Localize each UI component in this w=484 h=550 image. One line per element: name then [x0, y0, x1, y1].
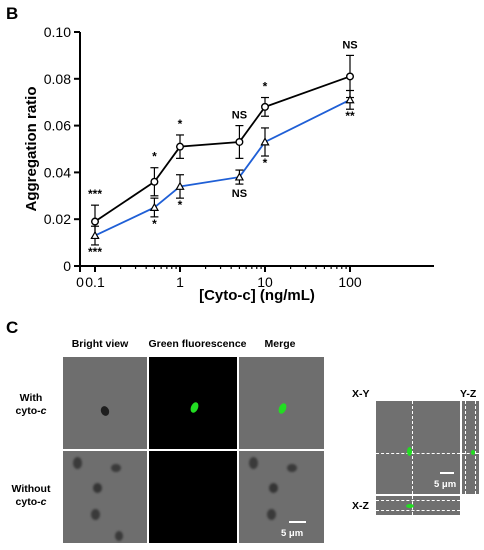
cell-particle: [93, 483, 102, 493]
micrograph-with-bright: [63, 357, 147, 449]
significance-label: *: [263, 156, 268, 170]
yz-label: Y-Z: [460, 388, 477, 400]
scale-bar-label: 5 μm: [434, 479, 457, 490]
xy-view: 5 μm: [376, 401, 460, 494]
y-tick-label: 0.08: [44, 71, 71, 87]
fluorescent-cell: [406, 504, 414, 508]
micrograph-without-fluorescence: [149, 451, 237, 543]
data-point: [260, 137, 270, 146]
x-axis-label: [Cyto-c] (ng/mL): [199, 287, 315, 304]
y-tick-label: 0.02: [44, 211, 71, 227]
col-header-merge: Merge: [264, 338, 296, 350]
significance-label: ***: [88, 245, 102, 259]
col-header-bright-view: Bright view: [71, 338, 129, 350]
fluorescent-cell: [277, 402, 288, 415]
row-header-without-line2: cyto-c: [0, 496, 62, 509]
micrograph-without-bright: [63, 451, 147, 543]
aggregation-chart: 00.020.040.060.080.100 0.1 1 10 100[Cyto-c] …: [23, 24, 434, 304]
crosshair-horizontal: [376, 510, 460, 511]
scale-bar: [289, 521, 306, 523]
xz-label: X-Z: [352, 500, 369, 512]
row-header-without-line1: Without: [11, 483, 51, 495]
data-point: [149, 202, 160, 211]
significance-label: NS: [342, 39, 357, 51]
row-header-without-prefix: cyto-: [15, 496, 41, 508]
y-tick-label: 0.10: [44, 24, 71, 40]
data-point: [346, 72, 355, 81]
data-point: [261, 102, 270, 111]
micrograph-without-merge: 5 μm: [239, 451, 324, 543]
x-tick-label: 1: [176, 274, 184, 290]
data-point: [90, 230, 100, 240]
data-point: [175, 181, 185, 190]
series-line-1: [94, 75, 351, 223]
crosshair-horizontal: [376, 453, 460, 454]
xy-label: X-Y: [352, 388, 370, 400]
y-tick-label: 0.04: [44, 164, 71, 180]
x-tick-label: 100: [338, 274, 362, 290]
panel-b-label: B: [6, 4, 19, 23]
col-header-green-fluorescence: Green fluorescence: [148, 338, 247, 350]
crosshair-vertical: [465, 401, 466, 494]
significance-label: *: [152, 150, 157, 164]
significance-label: NS: [232, 110, 247, 122]
significance-label: NS: [232, 188, 247, 200]
crosshair-vertical: [412, 401, 413, 494]
cell-particle: [267, 509, 276, 520]
row-header-with-line1: With: [19, 392, 43, 404]
scale-bar-label: 5 μm: [281, 528, 304, 539]
significance-label: *: [178, 117, 183, 131]
data-point: [150, 177, 159, 186]
crosshair-horizontal: [462, 453, 479, 454]
cell-particle: [111, 464, 121, 472]
significance-label: ***: [88, 187, 102, 201]
cell-particle: [115, 531, 123, 541]
fluorescent-cell: [189, 401, 200, 414]
row-header-with-cyto-c: With cyto-c: [0, 392, 62, 418]
cell-particle: [287, 464, 297, 472]
cell-particle: [91, 509, 100, 520]
cell-particle: [269, 483, 278, 493]
cell-particle: [73, 457, 82, 469]
row-header-with-line2: cyto-c: [0, 405, 62, 418]
data-point: [90, 217, 99, 226]
x-tick-label: 10: [257, 274, 273, 290]
micrograph-with-merge: [239, 357, 324, 449]
y-tick-label: 0: [63, 258, 71, 274]
x-tick-label: 0: [76, 274, 84, 290]
panel-c-label: C: [6, 318, 19, 337]
cell-particle: [99, 404, 111, 418]
y-tick-label: 0.06: [44, 118, 71, 134]
crosshair-horizontal: [376, 500, 460, 501]
data-point: [235, 137, 244, 146]
crosshair-vertical: [475, 401, 476, 494]
x-tick-label: 0.1: [85, 274, 105, 290]
cell-particle: [249, 457, 258, 469]
fluorescent-cell: [407, 447, 412, 456]
data-point: [175, 142, 184, 151]
scale-bar: [440, 472, 454, 474]
row-header-with-prefix: cyto-: [15, 405, 41, 417]
y-axis-label: Aggregation ratio: [23, 86, 40, 211]
micrograph-with-fluorescence: [149, 357, 237, 449]
significance-label: *: [152, 217, 157, 231]
row-header-with-italic: c: [40, 405, 47, 417]
xz-view: [376, 496, 460, 515]
row-header-without-italic: c: [40, 496, 47, 508]
row-header-without-cyto-c: Without cyto-c: [0, 483, 62, 509]
significance-label: **: [345, 109, 355, 123]
data-point: [234, 172, 245, 181]
significance-label: *: [263, 80, 268, 94]
data-point: [345, 95, 355, 104]
yz-view: [462, 401, 479, 494]
fluorescent-cell: [471, 450, 475, 455]
series-line-2: [94, 99, 351, 237]
significance-label: *: [178, 198, 183, 212]
